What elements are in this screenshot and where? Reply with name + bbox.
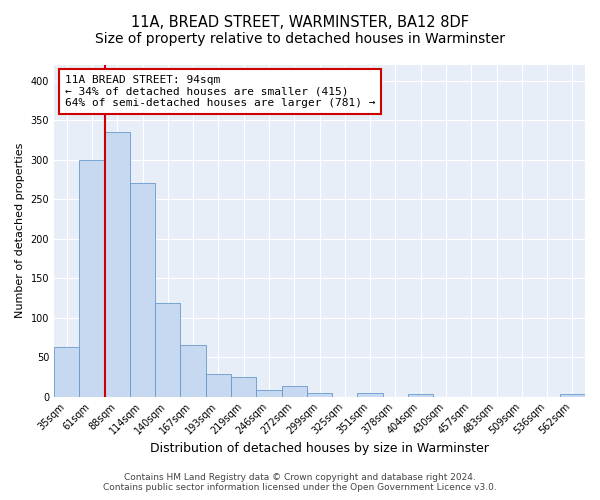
- Bar: [358, 394, 383, 396]
- Text: Size of property relative to detached houses in Warminster: Size of property relative to detached ho…: [95, 32, 505, 46]
- Bar: [206, 374, 231, 396]
- Bar: [231, 377, 256, 396]
- Bar: [181, 346, 206, 397]
- Bar: [307, 392, 332, 396]
- Bar: [408, 394, 433, 396]
- Y-axis label: Number of detached properties: Number of detached properties: [15, 143, 25, 318]
- Text: 11A BREAD STREET: 94sqm
← 34% of detached houses are smaller (415)
64% of semi-d: 11A BREAD STREET: 94sqm ← 34% of detache…: [65, 75, 375, 108]
- Bar: [130, 184, 155, 396]
- Bar: [104, 132, 130, 396]
- Text: 11A, BREAD STREET, WARMINSTER, BA12 8DF: 11A, BREAD STREET, WARMINSTER, BA12 8DF: [131, 15, 469, 30]
- Bar: [560, 394, 585, 396]
- Bar: [281, 386, 307, 396]
- X-axis label: Distribution of detached houses by size in Warminster: Distribution of detached houses by size …: [150, 442, 489, 455]
- Bar: [54, 347, 79, 397]
- Bar: [79, 160, 104, 396]
- Text: Contains HM Land Registry data © Crown copyright and database right 2024.
Contai: Contains HM Land Registry data © Crown c…: [103, 473, 497, 492]
- Bar: [155, 302, 181, 396]
- Bar: [256, 390, 281, 396]
